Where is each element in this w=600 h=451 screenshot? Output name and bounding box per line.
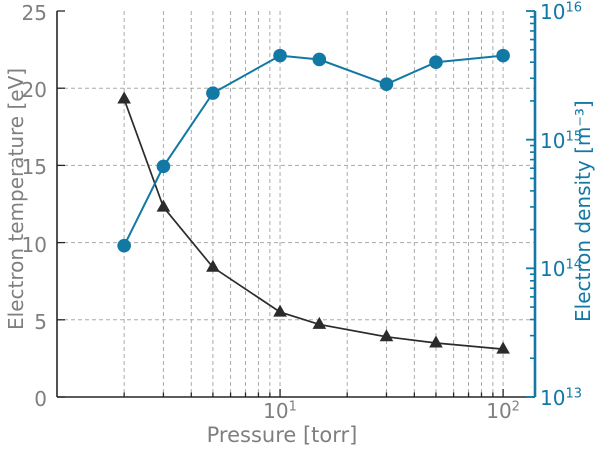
electron-temperature-marker <box>496 341 510 354</box>
y-right-tick-label: 1014 <box>540 257 582 282</box>
electron-density-line <box>123 54 504 247</box>
y-left-tick-label: 0 <box>34 387 47 411</box>
electron-temperature-marker <box>429 335 443 348</box>
electron-temperature-marker <box>117 91 131 104</box>
y-left-tick-label: 5 <box>34 309 47 334</box>
x-tick-label: 102 <box>486 399 520 423</box>
electron-temperature-marker <box>312 316 327 329</box>
electron-temperature-line <box>123 98 504 350</box>
electron-density-marker <box>312 52 327 67</box>
electron-temperature-marker <box>206 259 220 272</box>
y-right-tick-label: 1013 <box>540 386 582 410</box>
right-axis-title: Electron density [m⁻³] <box>571 100 595 322</box>
electron-temperature-marker <box>156 199 171 212</box>
electron-temperature-marker <box>273 304 287 317</box>
y-left-tick-label: 20 <box>21 78 47 103</box>
y-right-tick-label: 1015 <box>540 128 582 153</box>
electron-density-marker <box>379 77 394 91</box>
x-tick-label: 101 <box>263 399 297 423</box>
electron-density-marker <box>496 48 510 63</box>
left-axis-title: Electron temperature [eV] <box>4 67 28 331</box>
y-left-tick-label: 25 <box>21 1 47 25</box>
y-left-tick-label: 10 <box>21 232 47 257</box>
electron-density-marker <box>273 48 287 63</box>
electron-density-marker <box>117 238 131 253</box>
y-right-tick-label: 1016 <box>540 0 582 24</box>
x-axis-title: Pressure [torr] <box>206 423 358 447</box>
electron-temperature-marker <box>379 329 394 342</box>
electron-density-marker <box>156 159 171 174</box>
electron-density-marker <box>429 55 443 70</box>
electron-density-marker <box>206 86 220 100</box>
y-left-tick-label: 15 <box>21 155 47 180</box>
